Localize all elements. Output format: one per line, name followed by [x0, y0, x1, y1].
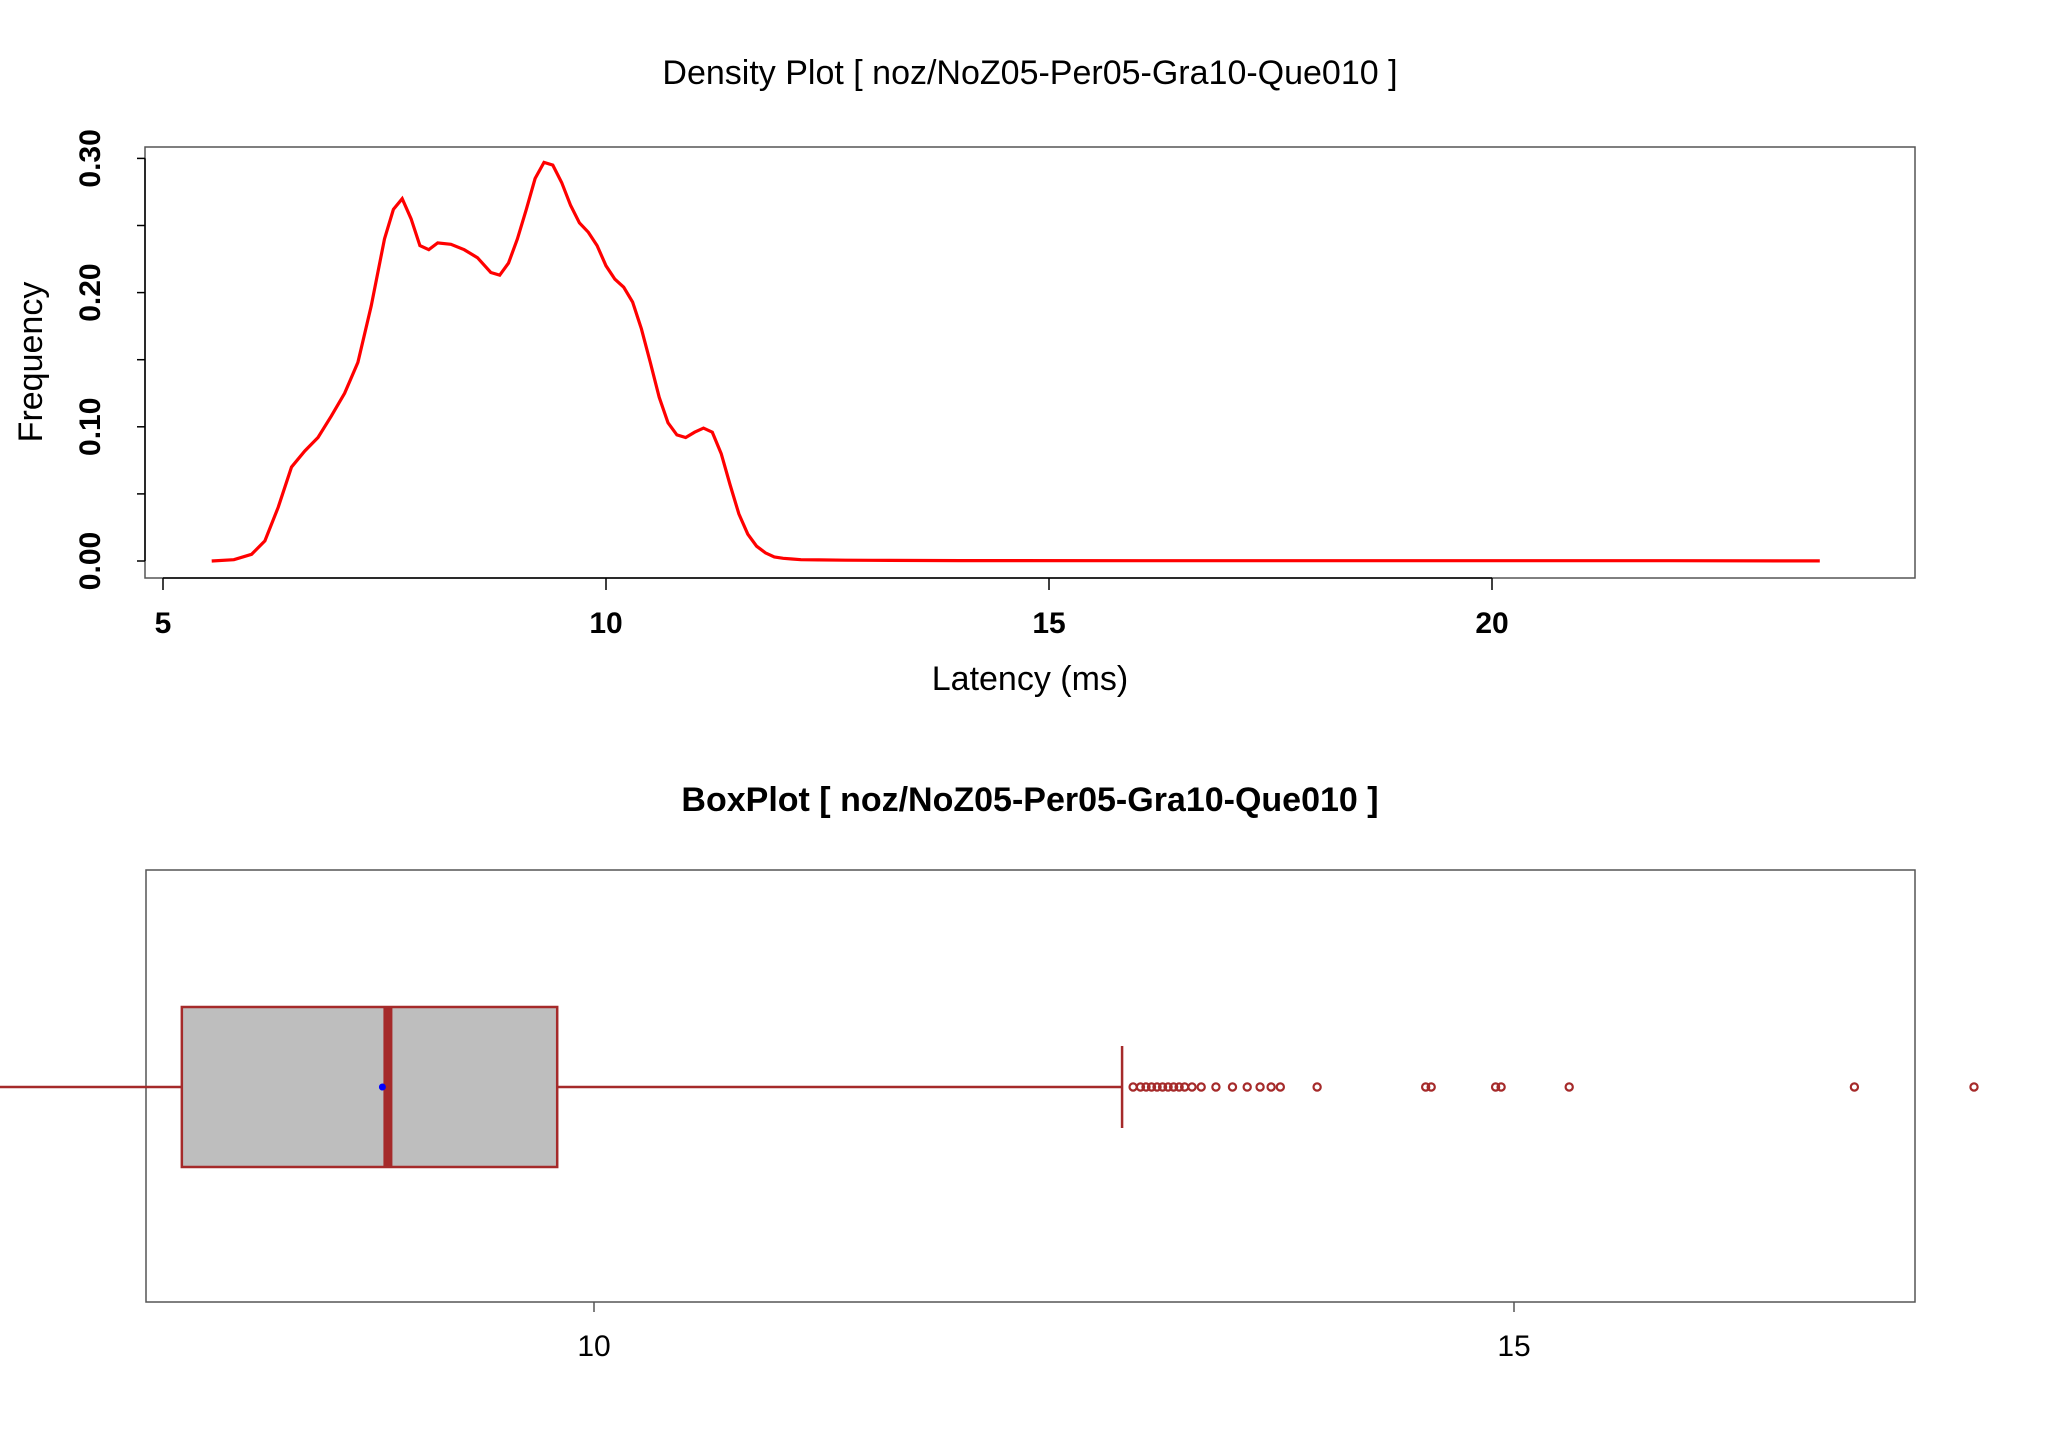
density-y-tick-label: 0.30: [74, 129, 107, 187]
outlier-point: [1242, 1082, 1252, 1092]
outlier-point: [1196, 1082, 1206, 1092]
outlier-point: [1426, 1082, 1436, 1092]
outlier-point: [1496, 1082, 1506, 1092]
density-y-tick-label: 0.20: [74, 263, 107, 321]
outlier-point: [1564, 1082, 1574, 1092]
density-plot: Density Plot [ noz/NoZ05-Per05-Gra10-Que…: [12, 54, 1916, 698]
density-x-axis: 5 10 15 20: [155, 577, 1509, 640]
density-y-label: Frequency: [12, 282, 50, 443]
outlier-point: [1275, 1082, 1286, 1092]
density-y-tick-label: 0.00: [74, 532, 107, 590]
density-x-tick-label: 20: [1475, 607, 1508, 640]
box-plot: BoxPlot [ noz/NoZ05-Per05-Gra10-Que010 ]…: [0, 781, 1979, 1363]
outlier-point: [1187, 1082, 1197, 1092]
outlier-point: [1163, 1082, 1173, 1092]
box-x-tick-label: 10: [577, 1330, 610, 1363]
outlier-point: [1312, 1082, 1322, 1092]
density-x-tick-label: 5: [155, 607, 172, 640]
outlier-point: [1168, 1082, 1179, 1092]
outlier-point: [1227, 1082, 1238, 1092]
outlier-point: [1179, 1082, 1190, 1092]
mean-marker: [378, 1083, 386, 1091]
box-marks: [0, 1005, 1979, 1169]
outlier-point: [1849, 1082, 1860, 1092]
outlier-point: [1266, 1082, 1276, 1092]
density-x-tick-label: 10: [589, 607, 622, 640]
outlier-point: [1152, 1082, 1162, 1092]
density-title: Density Plot [ noz/NoZ05-Per05-Gra10-Que…: [662, 54, 1397, 92]
outlier-point: [1174, 1082, 1184, 1092]
density-series-line: [211, 160, 1820, 563]
outlier-point: [1420, 1082, 1431, 1092]
density-y-axis: 0.00 0.10 0.20 0.30: [74, 129, 146, 590]
outlier-point: [1490, 1082, 1501, 1092]
density-frame: [144, 146, 1916, 579]
outlier-point: [1128, 1082, 1138, 1092]
density-x-tick-label: 15: [1032, 607, 1065, 640]
outlier-point: [1969, 1082, 1979, 1092]
density-x-label: Latency (ms): [932, 660, 1129, 698]
outlier-point: [1135, 1082, 1146, 1092]
iqr-box: [180, 1005, 559, 1169]
outlier-point: [1141, 1082, 1151, 1092]
box-x-tick-label: 15: [1497, 1330, 1530, 1363]
box-title: BoxPlot [ noz/NoZ05-Per05-Gra10-Que010 ]: [681, 781, 1378, 819]
outlier-point: [1211, 1082, 1221, 1092]
outlier-point: [1146, 1082, 1157, 1092]
density-y-tick-label: 0.10: [74, 398, 107, 456]
outlier-point: [1255, 1082, 1265, 1092]
outlier-point: [1157, 1082, 1168, 1092]
